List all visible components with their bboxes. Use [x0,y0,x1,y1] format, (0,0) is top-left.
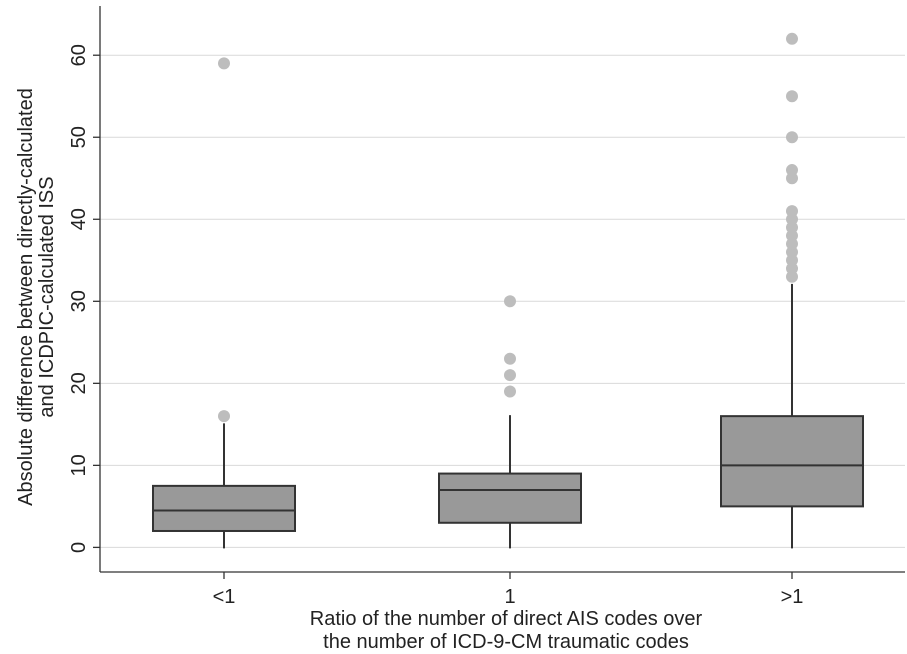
boxplot-group [152,57,296,549]
x-ticks: <1 1 >1 [213,572,804,608]
x-axis-title-line-1: Ratio of the number of direct AIS codes … [310,608,703,630]
y-tick-label: 30 [68,290,90,312]
y-tick-label: 10 [68,454,90,476]
outlier-point [786,172,798,185]
outlier-point [504,369,516,382]
outlier-point [786,164,798,177]
iqr-box [438,472,582,524]
y-axis-title-line-2: and ICDPIC-calculated ISS [36,176,58,417]
outlier-point [786,229,798,242]
outlier-point [786,32,798,45]
boxplot-group [438,295,582,549]
y-tick-label: 20 [68,372,90,394]
outlier-point [218,57,230,70]
y-tick-label: 0 [68,542,90,553]
axes [99,6,905,573]
outlier-point [786,254,798,267]
outlier-point [504,385,516,398]
outlier-point [786,205,798,218]
x-tick-label: 1 [504,586,515,608]
x-axis-title-line-2: the number of ICD-9-CM traumatic codes [323,631,689,653]
boxplots [152,32,864,549]
outlier-point [786,237,798,250]
outlier-point [786,262,798,275]
outlier-point [786,221,798,234]
outlier-point [218,410,230,423]
boxplot-group [720,32,864,549]
x-tick-label: >1 [781,586,804,608]
outlier-point [504,352,516,365]
outlier-point [504,295,516,308]
outlier-point [786,246,798,259]
y-tick-label: 50 [68,126,90,148]
iqr-box [152,484,296,532]
outlier-point [786,270,798,283]
x-tick-label: <1 [213,586,236,608]
y-tick-label: 60 [68,44,90,66]
grid-lines [100,54,905,548]
y-tick-label: 40 [68,208,90,230]
y-axis-title-line-1: Absolute difference between directly-cal… [15,88,37,506]
outlier-point [786,90,798,103]
y-ticks: 0 10 20 30 40 50 60 [68,44,100,553]
iqr-box [720,415,864,508]
outlier-point [786,131,798,144]
outlier-point [786,213,798,226]
